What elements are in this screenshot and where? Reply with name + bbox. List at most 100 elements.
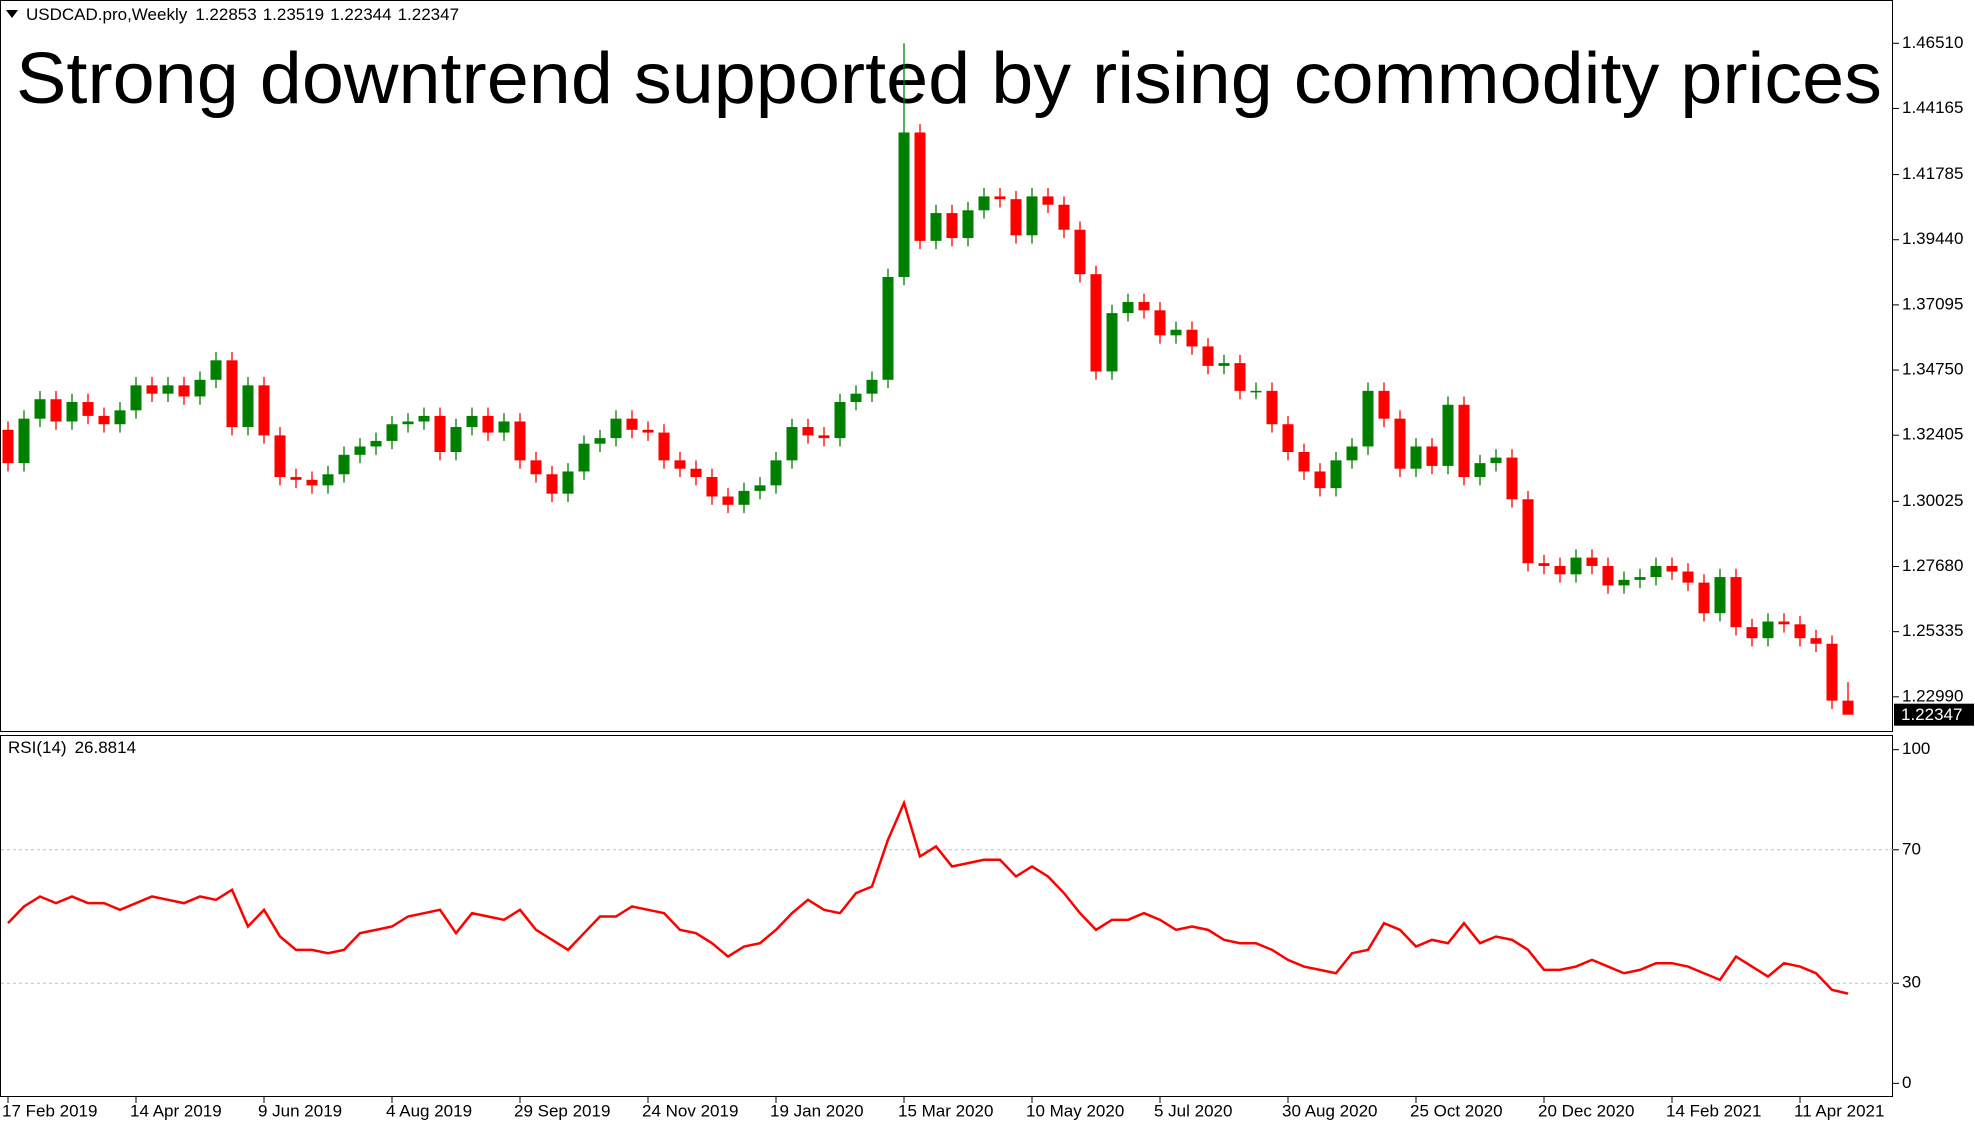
- candle-body: [1778, 621, 1790, 625]
- candle-body: [1154, 310, 1166, 336]
- candle-body: [1378, 390, 1390, 419]
- x-tick-label: 20 Dec 2020: [1538, 1101, 1634, 1120]
- candle-body: [1090, 274, 1102, 372]
- candle-body: [658, 432, 670, 461]
- candle-body: [322, 474, 334, 486]
- y-tick-label: 1.22990: [1902, 686, 1963, 705]
- y-tick-label: 1.44165: [1902, 98, 1963, 117]
- candle-body: [1586, 557, 1598, 566]
- candle-body: [82, 402, 94, 416]
- candle-body: [258, 385, 270, 436]
- y-tick-label: 1.46510: [1902, 33, 1963, 52]
- candle-body: [946, 213, 958, 239]
- y-tick-label: 1.30025: [1902, 491, 1963, 510]
- candle-body: [1746, 627, 1758, 639]
- candle-body: [338, 454, 350, 475]
- candle-body: [610, 418, 622, 439]
- candle-body: [1074, 229, 1086, 275]
- candle-body: [1554, 565, 1566, 575]
- candle-body: [1202, 346, 1214, 366]
- candle-body: [786, 427, 798, 461]
- y-tick-label: 70: [1902, 839, 1921, 858]
- candle-body: [1138, 301, 1150, 311]
- candle-body: [1042, 196, 1054, 205]
- candle-body: [578, 443, 590, 472]
- candle-body: [354, 446, 366, 455]
- rsi-value: 26.8814: [75, 738, 136, 757]
- y-tick-label: 30: [1902, 973, 1921, 992]
- candle-body: [882, 276, 894, 380]
- candle-body: [674, 460, 686, 469]
- price-panel-frame: [0, 0, 1893, 732]
- candle-body: [1522, 499, 1534, 564]
- candle-body: [210, 360, 222, 380]
- candle-body: [1842, 700, 1854, 715]
- x-tick-label: 4 Aug 2019: [386, 1101, 472, 1120]
- candle-body: [1810, 638, 1822, 644]
- menu-triangle[interactable]: [6, 10, 18, 18]
- x-tick-label: 17 Feb 2019: [2, 1101, 97, 1120]
- candle-body: [722, 496, 734, 505]
- candle-body: [242, 385, 254, 428]
- candle-body: [450, 427, 462, 453]
- y-tick-label: 0: [1902, 1073, 1911, 1092]
- y-tick-label: 1.39440: [1902, 229, 1963, 248]
- candle-body: [1330, 460, 1342, 489]
- candle-body: [1234, 363, 1246, 391]
- candle-body: [1298, 452, 1310, 472]
- candle-body: [626, 418, 638, 430]
- x-tick-label: 9 Jun 2019: [258, 1101, 342, 1120]
- candle-body: [1218, 363, 1230, 366]
- candle-body: [114, 410, 126, 425]
- candle-body: [1730, 577, 1742, 628]
- x-tick-label: 29 Sep 2019: [514, 1101, 610, 1120]
- candle-body: [546, 474, 558, 494]
- candle-body: [1362, 390, 1374, 447]
- x-tick-label: 15 Mar 2020: [898, 1101, 993, 1120]
- x-tick-label: 30 Aug 2020: [1282, 1101, 1377, 1120]
- candle-body: [850, 393, 862, 403]
- candle-body: [866, 379, 878, 394]
- x-tick-label: 11 Apr 2021: [1794, 1101, 1884, 1120]
- candle-body: [1250, 390, 1262, 393]
- candle-body: [802, 427, 814, 436]
- candle-body: [1026, 196, 1038, 236]
- candle-body: [386, 424, 398, 441]
- candle-body: [1762, 621, 1774, 639]
- candle-body: [530, 460, 542, 475]
- y-tick-label: 1.37095: [1902, 294, 1963, 313]
- x-tick-label: 14 Feb 2021: [1666, 1101, 1761, 1120]
- candle-body: [1186, 329, 1198, 347]
- candle-body: [1410, 446, 1422, 469]
- candle-body: [594, 438, 606, 444]
- close: 1.22347: [398, 5, 459, 24]
- chart-title: Strong downtrend supported by rising com…: [16, 39, 1882, 119]
- candle-body: [1602, 565, 1614, 586]
- candle-body: [370, 440, 382, 447]
- y-tick-label: 1.27680: [1902, 556, 1963, 575]
- candle-body: [770, 460, 782, 486]
- candle-body: [146, 385, 158, 394]
- candle-body: [1698, 582, 1710, 614]
- candle-body: [818, 435, 830, 439]
- x-tick-label: 19 Jan 2020: [770, 1101, 864, 1120]
- candle-body: [50, 399, 62, 422]
- candle-body: [1490, 457, 1502, 464]
- x-tick-label: 5 Jul 2020: [1154, 1101, 1232, 1120]
- candle-body: [1618, 579, 1630, 586]
- candle-body: [930, 213, 942, 241]
- low: 1.22344: [330, 5, 391, 24]
- candle-body: [1010, 199, 1022, 236]
- candle-body: [1170, 329, 1182, 336]
- y-tick-label: 1.25335: [1902, 621, 1963, 640]
- candle-body: [1506, 457, 1518, 500]
- candle-body: [1634, 577, 1646, 580]
- candle-body: [1314, 471, 1326, 489]
- y-tick-label: 100: [1902, 739, 1930, 758]
- candle-body: [994, 196, 1006, 200]
- rsi-header: RSI(14) 26.8814: [8, 738, 136, 757]
- candle-body: [642, 429, 654, 433]
- candle-body: [1794, 624, 1806, 639]
- candle-body: [34, 399, 46, 419]
